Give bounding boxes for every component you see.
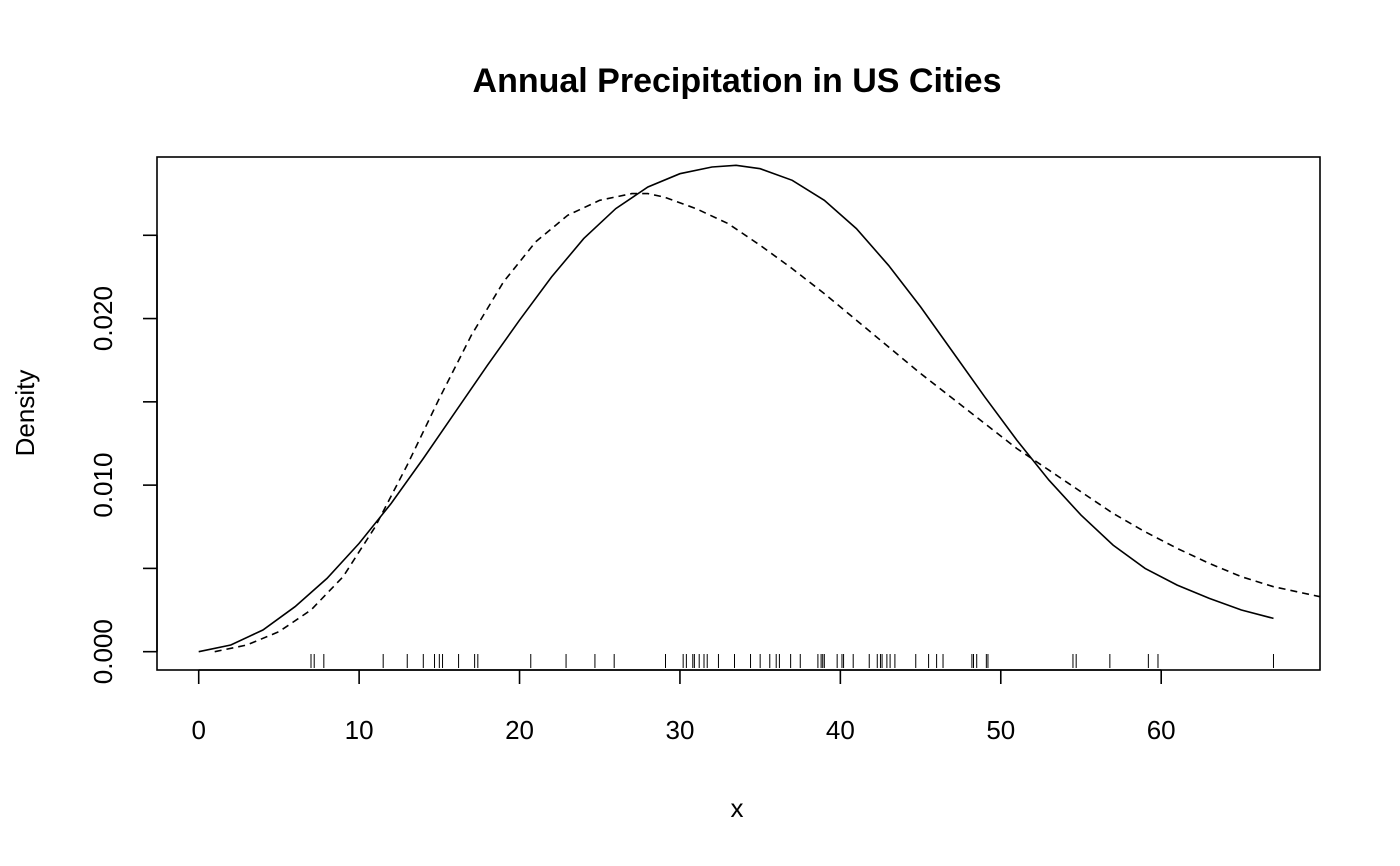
x-tick-label: 0	[191, 715, 205, 745]
y-axis-label: Density	[10, 370, 40, 457]
y-tick-label: 0.010	[88, 453, 118, 518]
x-tick-label: 10	[345, 715, 374, 745]
y-tick-label: 0.020	[88, 286, 118, 351]
x-axis: 0 10 20 30 40 50 60	[191, 669, 1176, 745]
x-tick-label: 60	[1147, 715, 1176, 745]
y-axis: 0.000 0.010 0.020	[88, 234, 158, 684]
x-axis-label: x	[731, 793, 744, 823]
density-line-dashed	[214, 192, 1321, 653]
density-line-solid	[198, 164, 1274, 653]
y-tick-label: 0.000	[88, 619, 118, 684]
chart-title: Annual Precipitation in US Cities	[473, 62, 1002, 100]
x-tick-label: 20	[505, 715, 534, 745]
x-tick-label: 40	[826, 715, 855, 745]
plot-frame	[156, 156, 1321, 671]
x-tick-label: 50	[986, 715, 1015, 745]
x-tick-label: 30	[665, 715, 694, 745]
density-lines	[198, 164, 1321, 653]
rug-marks	[310, 654, 1274, 668]
